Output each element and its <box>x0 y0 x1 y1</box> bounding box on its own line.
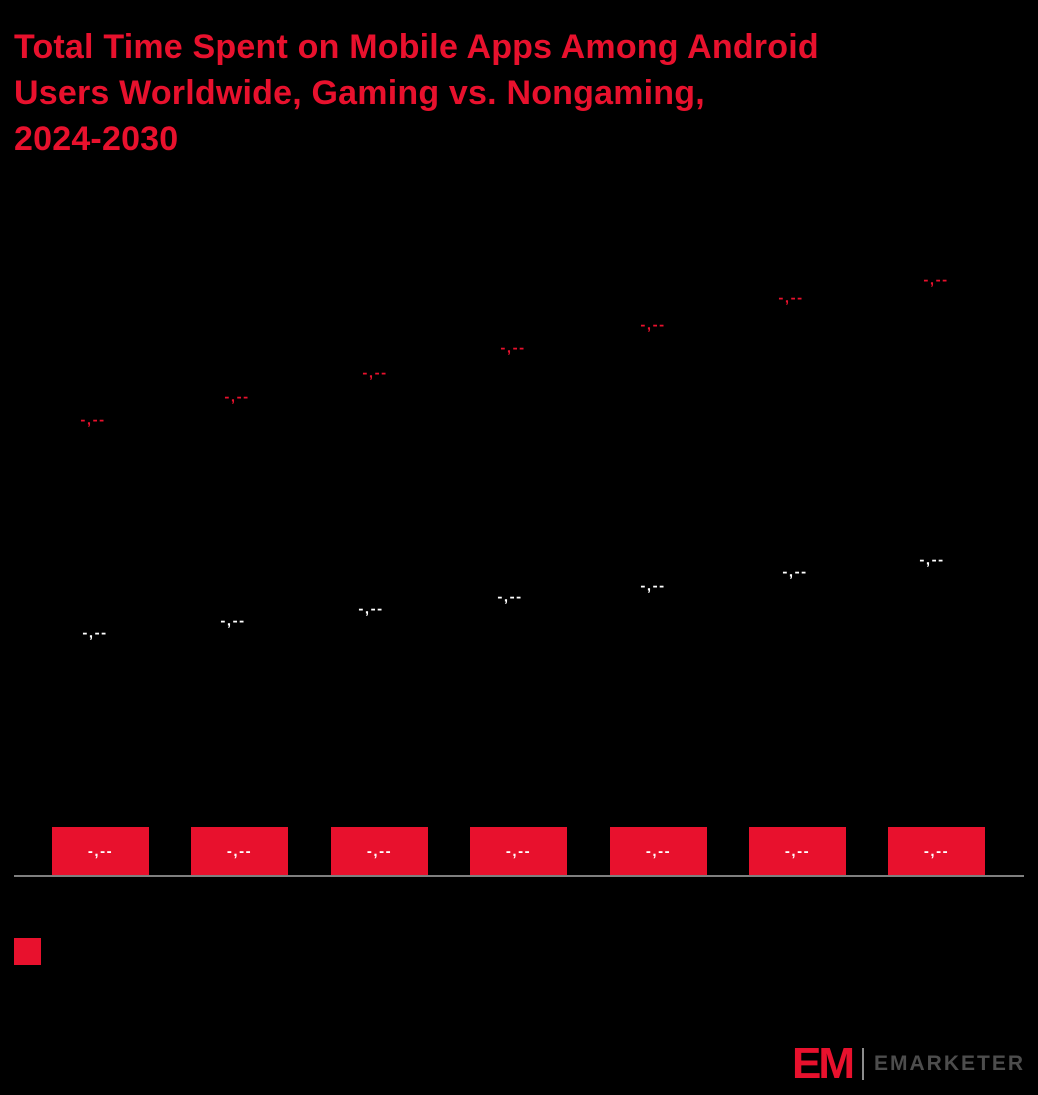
bar-value-label: -,-- <box>645 842 672 860</box>
upper-red-series-value-label: -,-- <box>362 364 388 382</box>
emarketer-monogram-icon: EM <box>791 1039 855 1088</box>
middle-white-series-value-label: -,-- <box>358 600 384 618</box>
bar: -,-- <box>888 827 985 875</box>
bar-value-label: -,-- <box>505 842 532 860</box>
bar-value-label: -,-- <box>87 842 114 860</box>
bar: -,-- <box>331 827 428 875</box>
emarketer-wordmark: EMARKETER <box>873 1052 1025 1075</box>
chart-title-line-1: Total Time Spent on Mobile Apps Among An… <box>14 28 819 66</box>
middle-white-series-value-label: -,-- <box>220 612 246 630</box>
middle-white-series-value-label: -,-- <box>82 624 108 642</box>
bar-value-label: -,-- <box>784 842 811 860</box>
upper-red-series-value-label: -,-- <box>80 411 106 429</box>
upper-red-series-value-label: -,-- <box>923 271 949 289</box>
bar-value-label: -,-- <box>226 842 253 860</box>
middle-white-series-value-label: -,-- <box>497 588 523 606</box>
upper-red-series-value-label: -,-- <box>640 316 666 334</box>
x-axis-line <box>14 875 1024 877</box>
bar-value-label: -,-- <box>366 842 393 860</box>
bar: -,-- <box>470 827 567 875</box>
logo-divider <box>861 1048 864 1080</box>
emarketer-logo: EM EMARKETER <box>792 1042 1025 1086</box>
upper-red-series-value-label: -,-- <box>778 289 804 307</box>
chart-title: Total Time Spent on Mobile Apps Among An… <box>14 24 819 162</box>
legend-swatch <box>14 938 41 965</box>
bar-value-label: -,-- <box>923 842 950 860</box>
chart-title-line-3: 2024-2030 <box>14 120 179 158</box>
upper-red-series-value-label: -,-- <box>500 339 526 357</box>
bar: -,-- <box>191 827 288 875</box>
upper-red-series-value-label: -,-- <box>224 388 250 406</box>
bar: -,-- <box>52 827 149 875</box>
bar: -,-- <box>610 827 707 875</box>
middle-white-series-value-label: -,-- <box>919 551 945 569</box>
middle-white-series-value-label: -,-- <box>640 577 666 595</box>
middle-white-series-value-label: -,-- <box>782 563 808 581</box>
bar: -,-- <box>749 827 846 875</box>
chart-title-line-2: Users Worldwide, Gaming vs. Nongaming, <box>14 74 705 112</box>
